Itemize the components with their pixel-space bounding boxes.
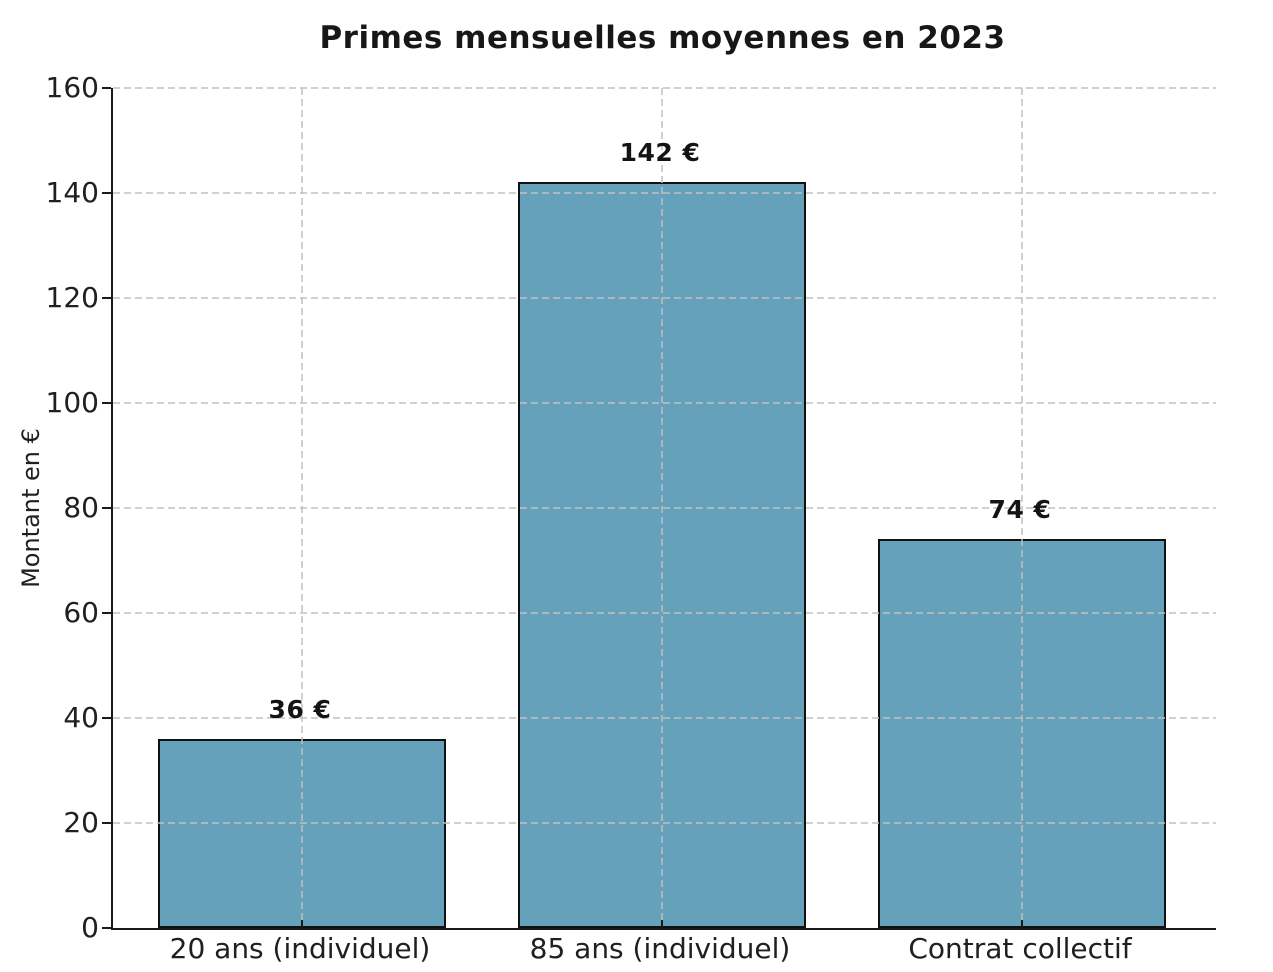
y-tick-label: 20 [63, 806, 99, 839]
gridline-horizontal [113, 612, 1216, 614]
plot-area [111, 87, 1216, 930]
gridline-horizontal [113, 822, 1216, 824]
gridline-horizontal [113, 402, 1216, 404]
y-tick-label: 120 [45, 281, 99, 314]
y-tick-mark [102, 402, 111, 404]
x-tick-label: Contrat collectif [908, 932, 1132, 965]
gridline-horizontal [113, 507, 1216, 509]
y-tick-mark [102, 507, 111, 509]
y-tick-mark [102, 927, 111, 929]
y-tick-label: 140 [45, 176, 99, 209]
y-tick-mark [102, 822, 111, 824]
y-tick-label: 60 [63, 596, 99, 629]
gridline-horizontal [113, 297, 1216, 299]
y-tick-label: 40 [63, 701, 99, 734]
gridline-horizontal [113, 87, 1216, 89]
y-tick-mark [102, 297, 111, 299]
x-tick-mark [1021, 920, 1023, 928]
x-tick-mark [661, 920, 663, 928]
chart-title: Primes mensuelles moyennes en 2023 [319, 20, 1006, 56]
gridline-horizontal [113, 192, 1216, 194]
gridline-vertical [1021, 88, 1023, 928]
y-tick-label: 0 [81, 911, 99, 944]
gridline-vertical [661, 88, 663, 928]
bar-value-label: 74 € [988, 495, 1052, 524]
y-tick-label: 80 [63, 491, 99, 524]
y-tick-mark [102, 717, 111, 719]
gridline-vertical [301, 88, 303, 928]
y-tick-label: 100 [45, 386, 99, 419]
y-tick-mark [102, 192, 111, 194]
x-tick-label: 85 ans (individuel) [529, 932, 791, 965]
bar-value-label: 36 € [268, 695, 332, 724]
x-tick-mark [301, 920, 303, 928]
gridline-horizontal [113, 717, 1216, 719]
y-tick-mark [102, 87, 111, 89]
bar-value-label: 142 € [619, 138, 701, 167]
y-tick-mark [102, 612, 111, 614]
x-tick-label: 20 ans (individuel) [169, 932, 431, 965]
y-tick-label: 160 [45, 71, 99, 104]
